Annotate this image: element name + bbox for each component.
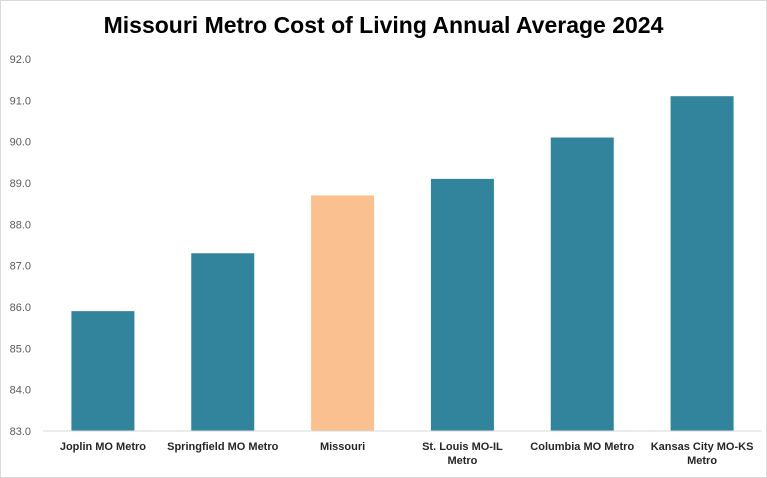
y-tick-label: 83.0: [10, 426, 31, 438]
bar-springfield-mo-metro: [191, 253, 255, 431]
bar-missouri: [311, 195, 375, 431]
y-tick-label: 90.0: [10, 137, 31, 149]
y-tick-label: 86.0: [10, 302, 31, 314]
x-tick-label: Springfield MO Metro: [167, 441, 279, 453]
chart-title: Missouri Metro Cost of Living Annual Ave…: [103, 12, 664, 38]
x-axis: Joplin MO Metro Springfield MO Metro Misso…: [43, 430, 762, 467]
x-tick-label: Missouri: [320, 441, 365, 453]
y-tick-label: 91.0: [10, 95, 31, 107]
y-tick-label: 88.0: [10, 219, 31, 231]
y-tick-label: 92.0: [10, 54, 31, 66]
x-tick-label: Kansas City MO-KS Metro: [651, 441, 754, 467]
y-axis: 83.0 84.0 85.0 86.0 87.0 88.0 89.0 90.0 91.0 92.0: [10, 54, 31, 438]
bars: [71, 96, 734, 432]
y-tick-label: 84.0: [10, 385, 31, 397]
bar-st-louis-mo-il-metro: [430, 178, 494, 431]
bar-columbia-mo-metro: [550, 137, 614, 432]
y-tick-label: 85.0: [10, 343, 31, 355]
x-tick-label: Columbia MO Metro: [530, 441, 634, 453]
x-tick-label: St. Louis MO-IL Metro: [422, 441, 503, 467]
y-tick-label: 87.0: [10, 261, 31, 273]
bar-kansas-city-mo-ks-metro: [670, 96, 734, 431]
x-tick-label: Joplin MO Metro: [60, 441, 146, 453]
y-tick-label: 89.0: [10, 178, 31, 190]
bar-joplin-mo-metro: [71, 311, 135, 431]
